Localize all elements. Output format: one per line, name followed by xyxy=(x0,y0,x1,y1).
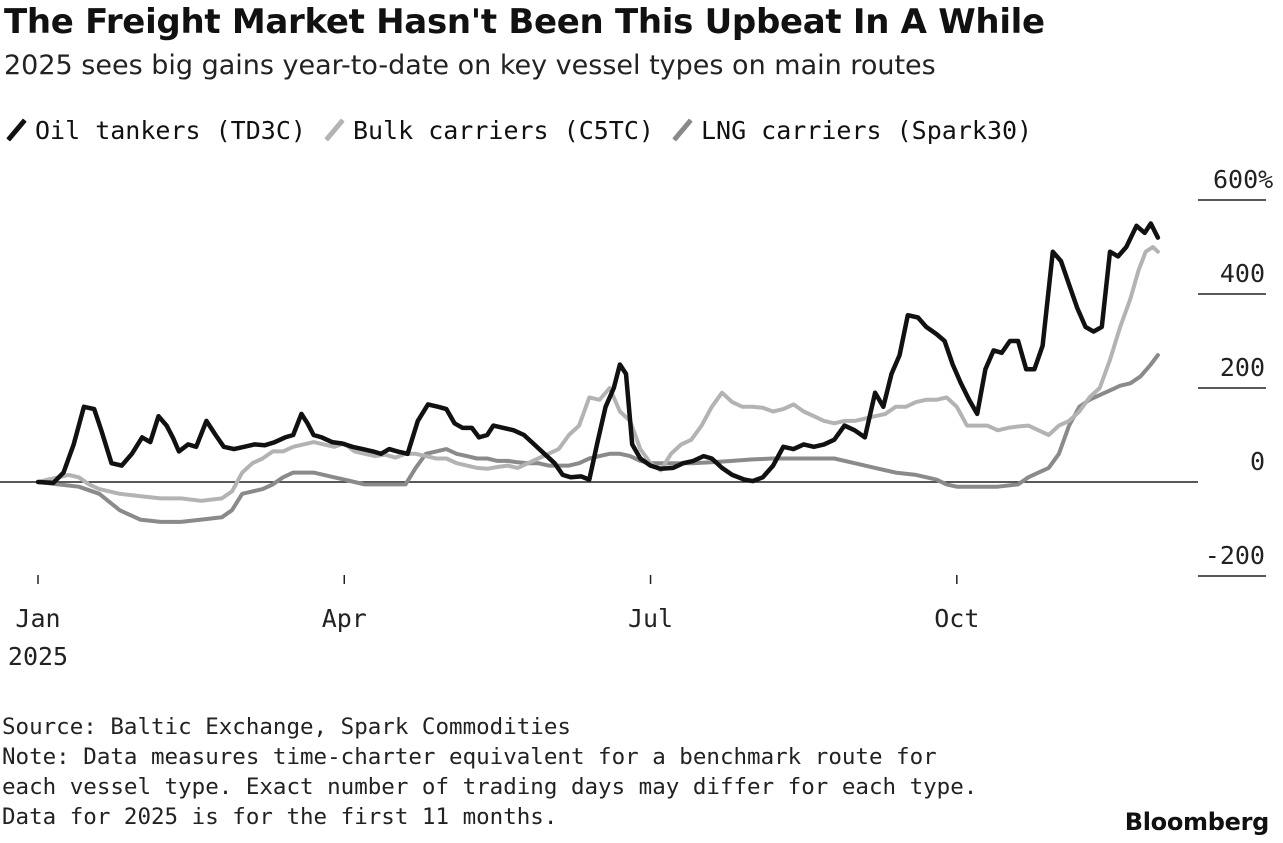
series-line-bulk-carriers xyxy=(36,245,1160,503)
legend-item-lng-carriers: LNG carriers (Spark30) xyxy=(672,115,1033,145)
x-tick-label-1: Apr xyxy=(322,604,367,633)
note-line-3: Data for 2025 is for the first 11 months… xyxy=(2,804,558,830)
x-tick-label-3: Oct xyxy=(934,604,979,633)
legend-item-oil-tankers: Oil tankers (TD3C) xyxy=(6,115,306,145)
x-tick-label-2: Jul xyxy=(628,604,673,633)
chart-title: The Freight Market Hasn't Been This Upbe… xyxy=(4,2,1045,42)
y-axis-tick-labels: -200 0 200 400 600% xyxy=(1205,165,1273,570)
y-gridlines xyxy=(0,199,1266,577)
legend-label-bulk-carriers: Bulk carriers (C5TC) xyxy=(352,115,654,145)
y-tick-label-0: -200 xyxy=(1205,541,1265,570)
legend-swatch-oil-tankers xyxy=(6,118,27,142)
chart-legend: Oil tankers (TD3C) Bulk carriers (C5TC) … xyxy=(6,110,1052,150)
line-chart: -200 0 200 400 600% Jan 2025 Apr Jul Oct xyxy=(0,165,1273,671)
legend-item-bulk-carriers: Bulk carriers (C5TC) xyxy=(324,115,654,145)
y-tick-label-4: 600% xyxy=(1213,165,1273,194)
chart-subtitle: 2025 sees big gains year-to-date on key … xyxy=(4,50,936,81)
legend-swatch-lng-carriers xyxy=(672,118,693,142)
chart-series xyxy=(35,221,1161,524)
note-line-1: Note: Data measures time-charter equival… xyxy=(2,744,937,770)
series-line-lng-carriers xyxy=(36,353,1160,524)
bloomberg-logo: Bloomberg xyxy=(1124,808,1270,836)
x-tick-sublabel-0: 2025 xyxy=(8,642,68,671)
note-line-2: each vessel type. Exact number of tradin… xyxy=(2,774,978,800)
y-tick-label-3: 400 xyxy=(1220,259,1265,288)
x-tick-label-0: Jan xyxy=(15,604,60,633)
y-tick-label-1: 0 xyxy=(1250,447,1265,476)
legend-swatch-bulk-carriers xyxy=(324,118,345,142)
y-tick-label-2: 200 xyxy=(1220,353,1265,382)
source-text: Source: Baltic Exchange, Spark Commoditi… xyxy=(2,714,571,740)
legend-label-oil-tankers: Oil tankers (TD3C) xyxy=(35,115,306,145)
chart-footnote: Source: Baltic Exchange, Spark Commoditi… xyxy=(2,712,977,832)
series-line-oil-tankers xyxy=(35,221,1161,486)
legend-label-lng-carriers: LNG carriers (Spark30) xyxy=(700,115,1033,145)
x-axis: Jan 2025 Apr Jul Oct xyxy=(8,575,979,671)
